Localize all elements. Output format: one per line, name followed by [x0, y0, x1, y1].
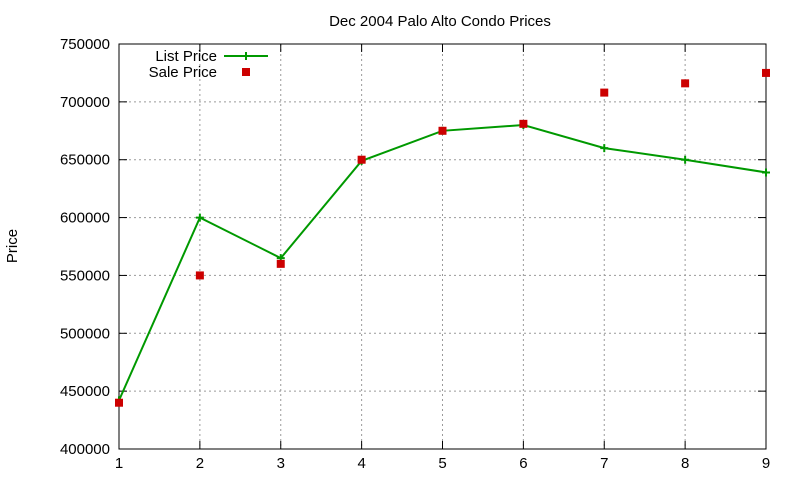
y-tick-label: 450000: [60, 383, 110, 400]
x-tick-label: 5: [438, 455, 446, 472]
y-tick-label: 400000: [60, 441, 110, 458]
sale-price-point: [762, 68, 770, 77]
y-tick-label: 600000: [60, 210, 110, 227]
y-tick-label: 750000: [60, 36, 110, 53]
chart-title: Dec 2004 Palo Alto Condo Prices: [329, 13, 551, 30]
x-tick-label: 8: [681, 455, 689, 472]
list-price-point: [600, 144, 609, 153]
y-axis-title: Price: [4, 229, 21, 263]
legend-label: Sale Price: [149, 64, 217, 81]
legend-label: List Price: [155, 48, 217, 65]
x-tick-label: 1: [115, 455, 123, 472]
series-layer: [115, 68, 770, 407]
x-tick-label: 6: [519, 455, 527, 472]
plot-area-frame: [118, 43, 767, 450]
sale-price-point: [438, 126, 447, 135]
legend-square-marker: [242, 68, 250, 76]
list-price-point: [681, 155, 690, 164]
grid: [119, 44, 766, 449]
x-tick-label: 7: [600, 455, 608, 472]
legend-plus-marker: [242, 52, 250, 60]
series-list-price: [115, 121, 770, 405]
x-tick-label: 3: [277, 455, 285, 472]
x-tick-label: 4: [357, 455, 365, 472]
y-tick-label: 650000: [60, 152, 110, 169]
y-tick-label: 500000: [60, 325, 110, 342]
sale-price-point: [357, 155, 366, 164]
y-tick-label: 700000: [60, 94, 110, 111]
sale-price-point: [519, 119, 528, 128]
axis-ticks: 400000 450000 500000 550000 600000 650000 7000…: [60, 36, 770, 472]
x-tick-label: 9: [762, 455, 770, 472]
series-sale-price: [115, 68, 770, 407]
y-tick-label: 550000: [60, 267, 110, 284]
sale-price-point: [115, 398, 123, 407]
sale-price-point: [600, 88, 609, 97]
x-tick-label: 2: [196, 455, 204, 472]
list-price-point: [762, 168, 770, 177]
sale-price-point: [276, 259, 285, 268]
list-price-point: [195, 213, 204, 222]
sale-price-point: [681, 79, 690, 88]
sale-price-point: [195, 271, 204, 280]
